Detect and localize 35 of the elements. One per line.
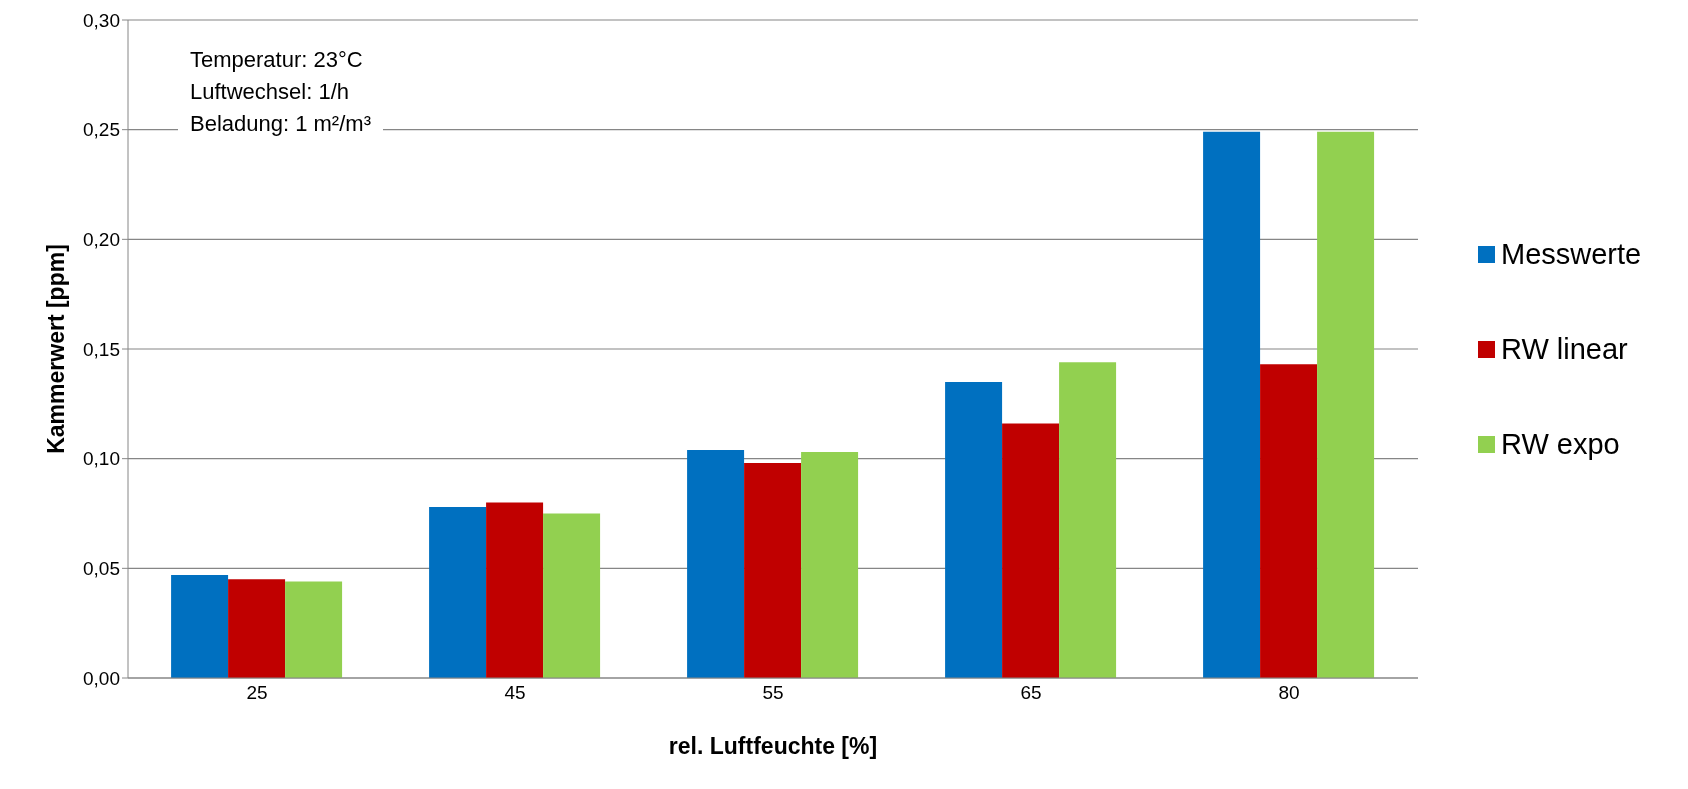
bar [171, 574, 229, 678]
annotation: Luftwechsel: 1/h [190, 78, 350, 106]
bar [1059, 362, 1117, 678]
bar [228, 579, 286, 678]
y-tick-label: 0,15 [83, 338, 120, 360]
legend-label: RW expo [1501, 428, 1620, 461]
bar [1317, 131, 1375, 678]
bar [1002, 423, 1060, 678]
y-axis-title: Kammerwert [ppm] [43, 244, 70, 454]
x-tick-label: 65 [1020, 682, 1042, 704]
bar [744, 463, 802, 678]
y-tick-label: 0,00 [83, 667, 120, 689]
y-tick-label: 0,20 [83, 229, 120, 251]
bar [945, 381, 1003, 678]
x-tick-label: 55 [762, 682, 784, 704]
bar [486, 502, 544, 678]
x-axis-title: rel. Luftfeuchte [%] [668, 733, 878, 759]
x-tick-label: 80 [1278, 682, 1300, 704]
bar [429, 506, 487, 678]
y-tick-label: 0,05 [83, 558, 120, 580]
legend-label: RW linear [1501, 333, 1628, 366]
x-tick-label: 45 [504, 682, 526, 704]
annotation: Temperatur: 23°C [190, 46, 364, 74]
bar [687, 449, 745, 678]
bar [543, 513, 601, 678]
y-tick-label: 0,10 [83, 448, 120, 470]
bar [801, 452, 859, 678]
bar [1203, 131, 1261, 678]
y-tick-label: 0,25 [83, 119, 120, 141]
bar [285, 581, 343, 678]
y-tick-label: 0,30 [83, 9, 120, 31]
annotation: Beladung: 1 m²/m³ [190, 110, 371, 138]
legend-label: Messwerte [1501, 238, 1642, 271]
x-tick-label: 25 [246, 682, 268, 704]
bar [1260, 364, 1318, 678]
